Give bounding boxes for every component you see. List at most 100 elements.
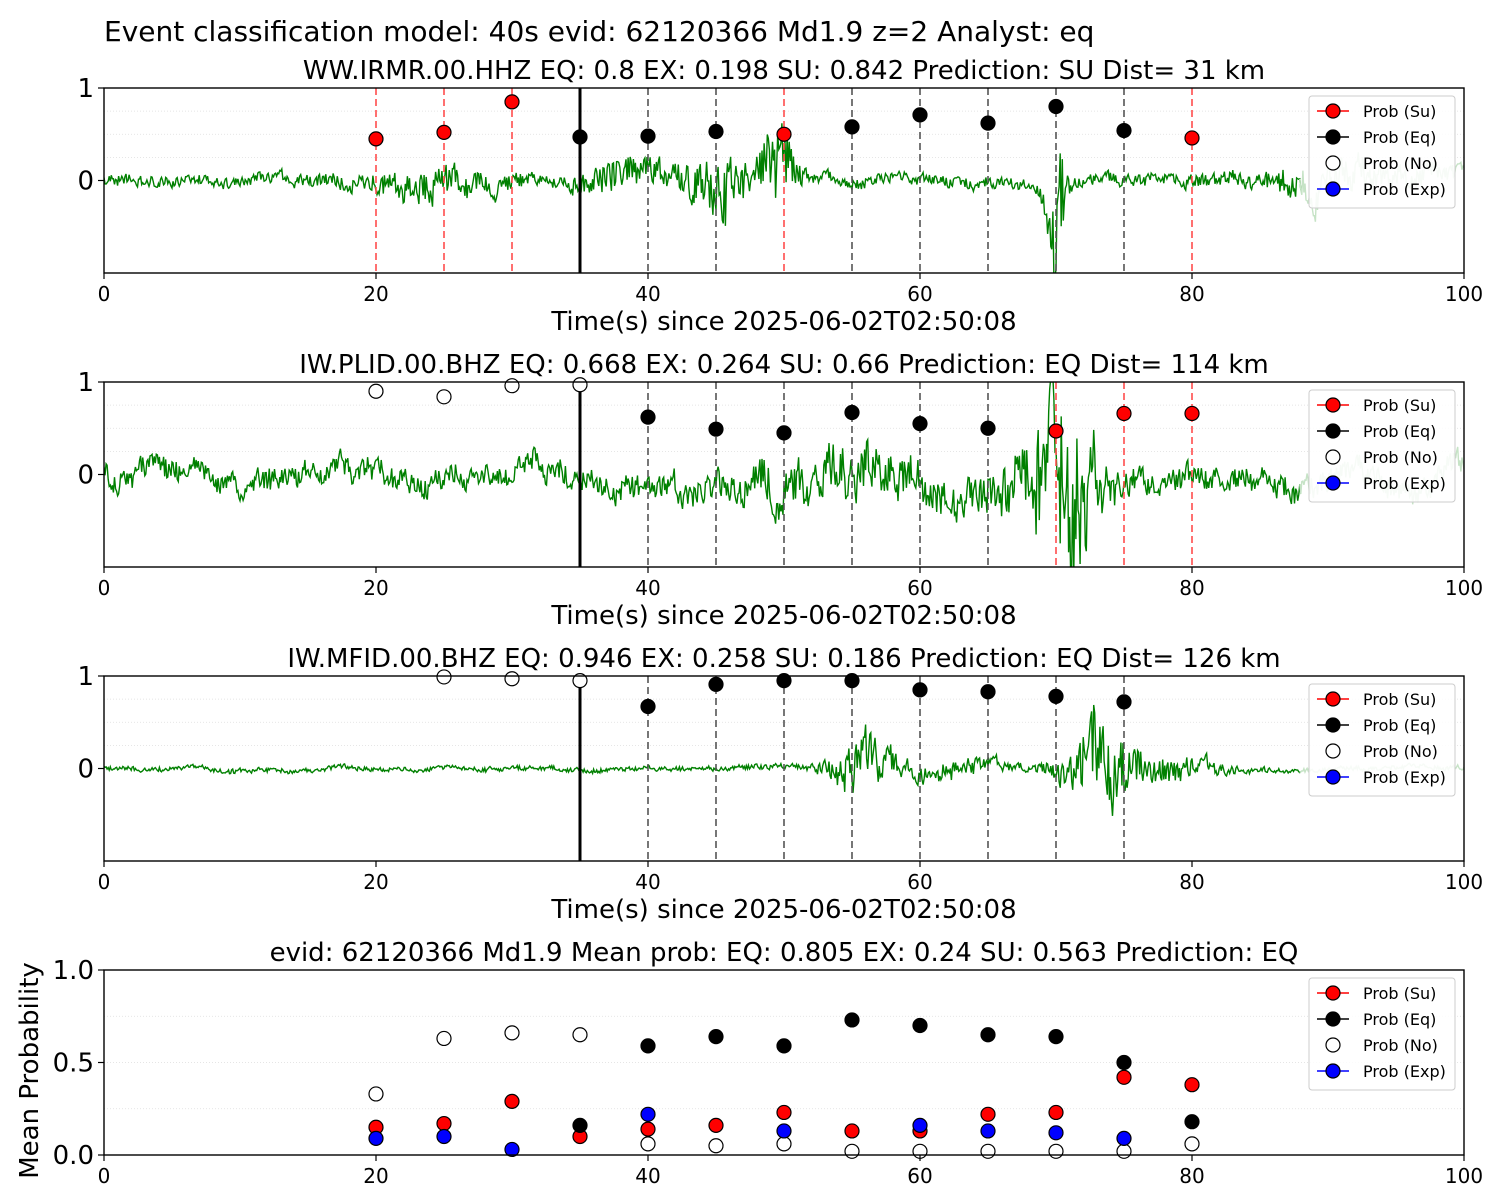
point-exp <box>1048 1125 1064 1141</box>
x-tick-label: 100 <box>1445 282 1483 306</box>
point-no <box>436 669 452 685</box>
legend-marker-su <box>1325 691 1341 707</box>
point-no <box>1116 1143 1132 1159</box>
chart-panel-1: WW.IRMR.00.HHZ EQ: 0.8 EX: 0.198 SU: 0.8… <box>77 56 1483 337</box>
panel-title: evid: 62120366 Md1.9 Mean prob: EQ: 0.80… <box>270 938 1299 968</box>
legend-label: Prob (Su) <box>1363 102 1436 121</box>
x-axis-label: Time(s) since 2025-06-02T02:50:08 <box>550 307 1016 337</box>
point-su <box>776 1104 792 1121</box>
point-su <box>368 131 384 147</box>
point-eq <box>572 129 588 145</box>
legend: Prob (Su) Prob (Eq) Prob (No) Prob (Exp) <box>1308 977 1456 1091</box>
point-su <box>640 1121 656 1137</box>
legend-box <box>1308 977 1456 1091</box>
legend-label: Prob (No) <box>1363 154 1438 173</box>
point-eq <box>912 682 928 698</box>
point-exp <box>776 1123 792 1139</box>
legend-marker-su <box>1325 103 1341 119</box>
point-eq <box>1116 122 1132 139</box>
legend-label: Prob (Eq) <box>1363 422 1436 441</box>
point-eq <box>844 1012 860 1028</box>
point-su <box>1048 1104 1064 1121</box>
point-eq <box>708 421 724 437</box>
x-tick-label: 0 <box>98 870 111 894</box>
x-tick-label: 60 <box>907 576 932 600</box>
point-eq <box>980 684 996 700</box>
x-tick-label: 80 <box>1179 576 1204 600</box>
x-tick-label: 40 <box>635 1164 660 1188</box>
point-exp <box>368 1130 384 1146</box>
point-eq <box>572 1117 588 1134</box>
x-tick-label: 40 <box>635 870 660 894</box>
point-eq <box>912 416 928 432</box>
legend-marker-eq <box>1325 423 1341 439</box>
x-tick-label: 20 <box>363 576 388 600</box>
x-tick-label: 60 <box>907 282 932 306</box>
chart-panel-4: evid: 62120366 Md1.9 Mean prob: EQ: 0.80… <box>15 938 1483 1188</box>
plot-area <box>104 88 1464 273</box>
legend-marker-exp <box>1325 181 1341 197</box>
x-tick-label: 0 <box>98 282 111 306</box>
point-su <box>1048 423 1064 439</box>
y-tick-label: 0 <box>77 755 94 785</box>
legend-label: Prob (Eq) <box>1363 1010 1436 1029</box>
point-exp <box>504 1141 520 1158</box>
point-eq <box>844 119 860 135</box>
x-tick-label: 0 <box>98 576 111 600</box>
x-tick-label: 20 <box>363 282 388 306</box>
point-su <box>1184 130 1200 146</box>
point-eq <box>708 1028 724 1045</box>
legend-marker-su <box>1325 985 1341 1001</box>
legend-marker-no <box>1325 155 1341 171</box>
x-axis-label: Time(s) since 2025-06-02T02:50:08 <box>550 601 1016 631</box>
point-no <box>368 1086 384 1102</box>
point-no <box>640 1136 656 1152</box>
figure-suptitle: Event classification model: 40s evid: 62… <box>104 15 1094 48</box>
point-su <box>504 1093 520 1109</box>
legend-label: Prob (Eq) <box>1363 128 1436 147</box>
y-tick-label: 0.5 <box>53 1049 94 1079</box>
x-tick-label: 0 <box>98 1164 111 1188</box>
point-exp <box>436 1128 452 1145</box>
point-su <box>1116 1069 1132 1085</box>
chart-panel-3: IW.MFID.00.BHZ EQ: 0.946 EX: 0.258 SU: 0… <box>77 644 1483 925</box>
y-tick-label: 0 <box>77 461 94 491</box>
legend-label: Prob (Su) <box>1363 984 1436 1003</box>
y-tick-label: 1 <box>77 662 94 692</box>
legend-marker-exp <box>1325 475 1341 491</box>
point-su <box>504 94 520 110</box>
point-exp <box>640 1106 656 1122</box>
x-tick-label: 40 <box>635 282 660 306</box>
legend-marker-no <box>1325 743 1341 759</box>
point-eq <box>708 676 724 692</box>
y-tick-label: 0 <box>77 167 94 197</box>
point-eq <box>640 409 656 425</box>
point-eq <box>640 128 656 144</box>
waveform-trace <box>104 382 1302 567</box>
x-tick-label: 20 <box>363 1164 388 1188</box>
point-eq <box>980 1027 996 1043</box>
plot-area <box>104 382 1464 567</box>
point-no <box>504 1025 520 1041</box>
waveform-trace <box>104 704 1302 816</box>
point-no <box>368 383 384 399</box>
point-no <box>844 1143 860 1159</box>
legend-marker-exp <box>1325 769 1341 785</box>
panel-title: IW.MFID.00.BHZ EQ: 0.946 EX: 0.258 SU: 0… <box>287 644 1280 674</box>
point-no <box>572 673 588 689</box>
legend: Prob (Su) Prob (Eq) Prob (No) Prob (Exp) <box>1308 95 1456 209</box>
legend-label: Prob (Su) <box>1363 690 1436 709</box>
chart-panels: WW.IRMR.00.HHZ EQ: 0.8 EX: 0.198 SU: 0.8… <box>15 56 1483 1188</box>
point-eq <box>912 107 928 123</box>
point-eq <box>776 1038 792 1054</box>
chart-panel-2: IW.PLID.00.BHZ EQ: 0.668 EX: 0.264 SU: 0… <box>77 350 1483 631</box>
x-tick-label: 60 <box>907 1164 932 1188</box>
legend: Prob (Su) Prob (Eq) Prob (No) Prob (Exp) <box>1308 389 1456 503</box>
x-tick-label: 100 <box>1445 870 1483 894</box>
point-eq <box>1048 688 1064 704</box>
x-tick-label: 80 <box>1179 282 1204 306</box>
legend-label: Prob (Exp) <box>1363 1062 1446 1081</box>
point-eq <box>1116 1054 1132 1071</box>
point-su <box>776 126 792 142</box>
legend-marker-no <box>1325 449 1341 465</box>
